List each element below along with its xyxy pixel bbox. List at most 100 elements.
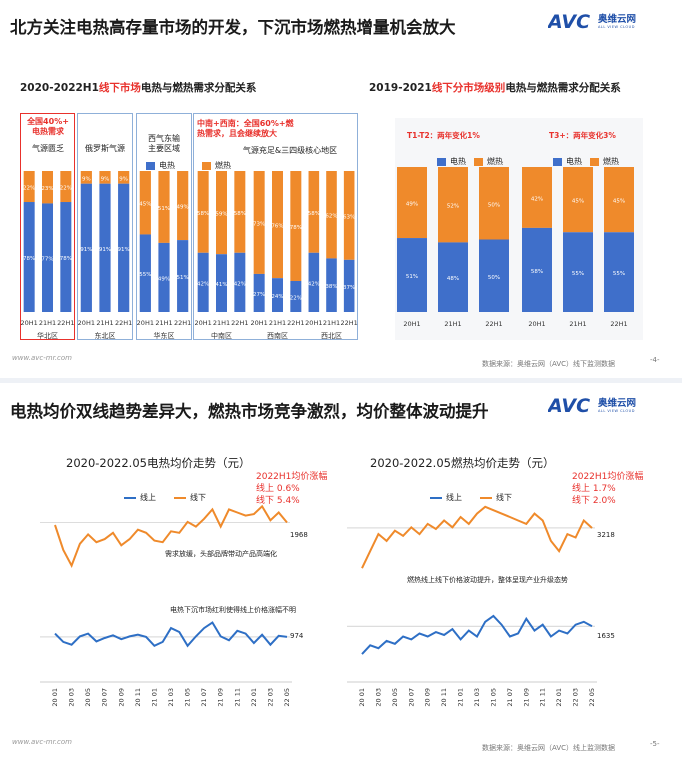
legend-label-online-2: 线上 <box>446 493 462 502</box>
group-label-t3: T3+：两年变化3% <box>549 131 616 140</box>
avc-logo-icon-2: AVC <box>548 395 590 416</box>
logo-sub-2: ALL VIEW CLOUD <box>598 408 635 413</box>
bar-gas-11 <box>234 171 246 253</box>
rlabel-gas-4: 45% <box>572 199 584 205</box>
bar-gas-15 <box>308 171 320 253</box>
l-x-tick-0: 20 01 <box>51 688 59 707</box>
bar-electric-12 <box>253 273 265 312</box>
rbar-gas-2 <box>479 167 509 240</box>
rlabel-electric-0: 51% <box>406 274 418 280</box>
avc-logo-icon: AVC <box>548 11 590 32</box>
bar-electric-11 <box>234 252 246 312</box>
tick-label-12: 20H1 <box>251 319 268 327</box>
left-stacked-bar-chart: 22% 78% 20H1 23% 77% 21H1 22% 78% 22H1 9% 91% 20H1 9… <box>21 171 358 327</box>
right-legend-swatch-gas-1 <box>474 157 483 166</box>
right-line-title: 2020-2022.05燃热均价走势（元） <box>370 456 555 470</box>
rbar-gas-4 <box>563 167 593 233</box>
label-electric-17: 37% <box>343 285 355 291</box>
region-label-huabei: 华北区 <box>37 332 58 340</box>
legend-label-online: 线上 <box>140 493 156 502</box>
bar-electric-7 <box>158 242 170 312</box>
label-electric-9: 42% <box>197 281 209 287</box>
r-x-tick-8: 20 09 <box>424 688 432 707</box>
rbar-gas-0 <box>397 167 427 239</box>
label-gas-1: 23% <box>41 186 53 192</box>
tick-label-10: 21H1 <box>213 319 230 327</box>
bar-gas-5 <box>118 171 130 184</box>
right-offline-last-value: 3218 <box>597 531 615 539</box>
l-x-tick-24: 22 01 <box>250 688 258 707</box>
l-x-tick-20: 21 09 <box>217 688 225 707</box>
left-online-note: 电热下沉市场红利使得线上价格涨幅不明 <box>170 606 296 614</box>
bar-gas-0 <box>23 171 35 203</box>
bar-electric-5 <box>118 183 130 312</box>
rlabel-gas-0: 49% <box>406 202 418 208</box>
label-gas-5: 9% <box>119 176 128 182</box>
rlabel-electric-5: 55% <box>613 271 625 277</box>
bar-gas-3 <box>80 171 92 184</box>
r-x-tick-14: 21 03 <box>473 688 481 707</box>
l-x-tick-12: 21 01 <box>150 688 158 707</box>
svg-text:AVC: AVC <box>548 395 590 416</box>
label-electric-1: 77% <box>41 257 53 263</box>
bar-gas-2 <box>60 171 72 203</box>
bar-gas-13 <box>272 171 283 279</box>
right-legend-swatch-electric-2 <box>553 157 562 166</box>
price-trend-line-charts: 20 01 20 03 20 05 20 07 20 09 20 11 21 01 21 03… <box>40 504 597 707</box>
l-x-tick-4: 20 05 <box>84 688 92 707</box>
label-gas-6: 45% <box>139 202 151 208</box>
legend-line-offline <box>174 496 186 499</box>
l-x-tick-16: 21 05 <box>184 688 192 707</box>
tick-label-5: 22H1 <box>115 319 132 327</box>
rlabel-electric-2: 50% <box>488 275 500 281</box>
right-online-last-value: 1635 <box>597 632 615 640</box>
l-x-tick-26: 22 03 <box>266 688 274 707</box>
bar-electric-17 <box>343 259 355 312</box>
label-electric-4: 91% <box>99 247 111 253</box>
rlabel-gas-1: 52% <box>447 204 459 210</box>
tick-label-8: 22H1 <box>174 319 191 327</box>
avc-logo-2: AVC 奥维云网 ALL VIEW CLOUD <box>548 394 636 416</box>
label-electric-10: 41% <box>215 282 227 288</box>
slide2-page-number: -5- <box>650 740 660 748</box>
bar-electric-0 <box>23 202 35 312</box>
label-gas-12: 73% <box>253 221 265 227</box>
label-electric-7: 49% <box>158 276 170 282</box>
bar-gas-6 <box>139 171 151 235</box>
logo-text-2: 奥维云网 <box>598 397 637 409</box>
r-x-tick-6: 20 07 <box>407 688 415 707</box>
left-chart-title-highlight: 线下市场 <box>98 82 141 94</box>
l-x-tick-14: 21 03 <box>167 688 175 707</box>
label-electric-16: 38% <box>325 284 337 290</box>
slide1-title: 北方关注电热高存量市场的开发，下沉市场燃热增量机会放大 <box>10 18 456 37</box>
bar-electric-4 <box>99 183 111 312</box>
right-legend-swatch-gas-2 <box>590 157 599 166</box>
slide1-source: 数据来源：奥维云网（AVC）线下监测数据 <box>482 360 616 368</box>
l-x-tick-2: 20 03 <box>68 688 76 707</box>
l-x-tick-8: 20 09 <box>117 688 125 707</box>
label-gas-10: 59% <box>215 212 227 218</box>
bar-electric-13 <box>272 278 283 312</box>
label-electric-13: 24% <box>271 294 283 300</box>
label-gas-3: 9% <box>82 176 91 182</box>
bar-electric-10 <box>216 254 227 312</box>
slide1-footer-url: www.avc-mr.com <box>12 354 72 362</box>
right-legend-electric-2: 电热 燃热 <box>553 156 619 167</box>
l-x-tick-10: 20 11 <box>134 688 142 707</box>
left-chart-title-suffix: 电热与燃热需求分配关系 <box>140 82 257 94</box>
label-gas-16: 62% <box>325 214 337 220</box>
tick-label-9: 20H1 <box>195 319 212 327</box>
r-x-tick-18: 21 07 <box>506 688 514 707</box>
logo-text: 奥维云网 <box>598 13 637 25</box>
slide2-source: 数据来源：奥维云网（AVC）线上监测数据 <box>482 744 616 752</box>
bar-electric-6 <box>139 234 151 312</box>
r-x-tick-22: 21 11 <box>539 688 547 707</box>
tick-label-0: 20H1 <box>21 319 38 327</box>
box-label-gas-shortage: 气源匮乏 <box>32 144 64 153</box>
legend-label-offline-2: 线下 <box>496 493 512 502</box>
tick-label-2: 22H1 <box>57 319 74 327</box>
rtick-label-1: 21H1 <box>444 320 461 328</box>
rlabel-electric-1: 48% <box>447 276 459 282</box>
bar-gas-8 <box>177 171 189 241</box>
rtick-label-0: 20H1 <box>403 320 420 328</box>
